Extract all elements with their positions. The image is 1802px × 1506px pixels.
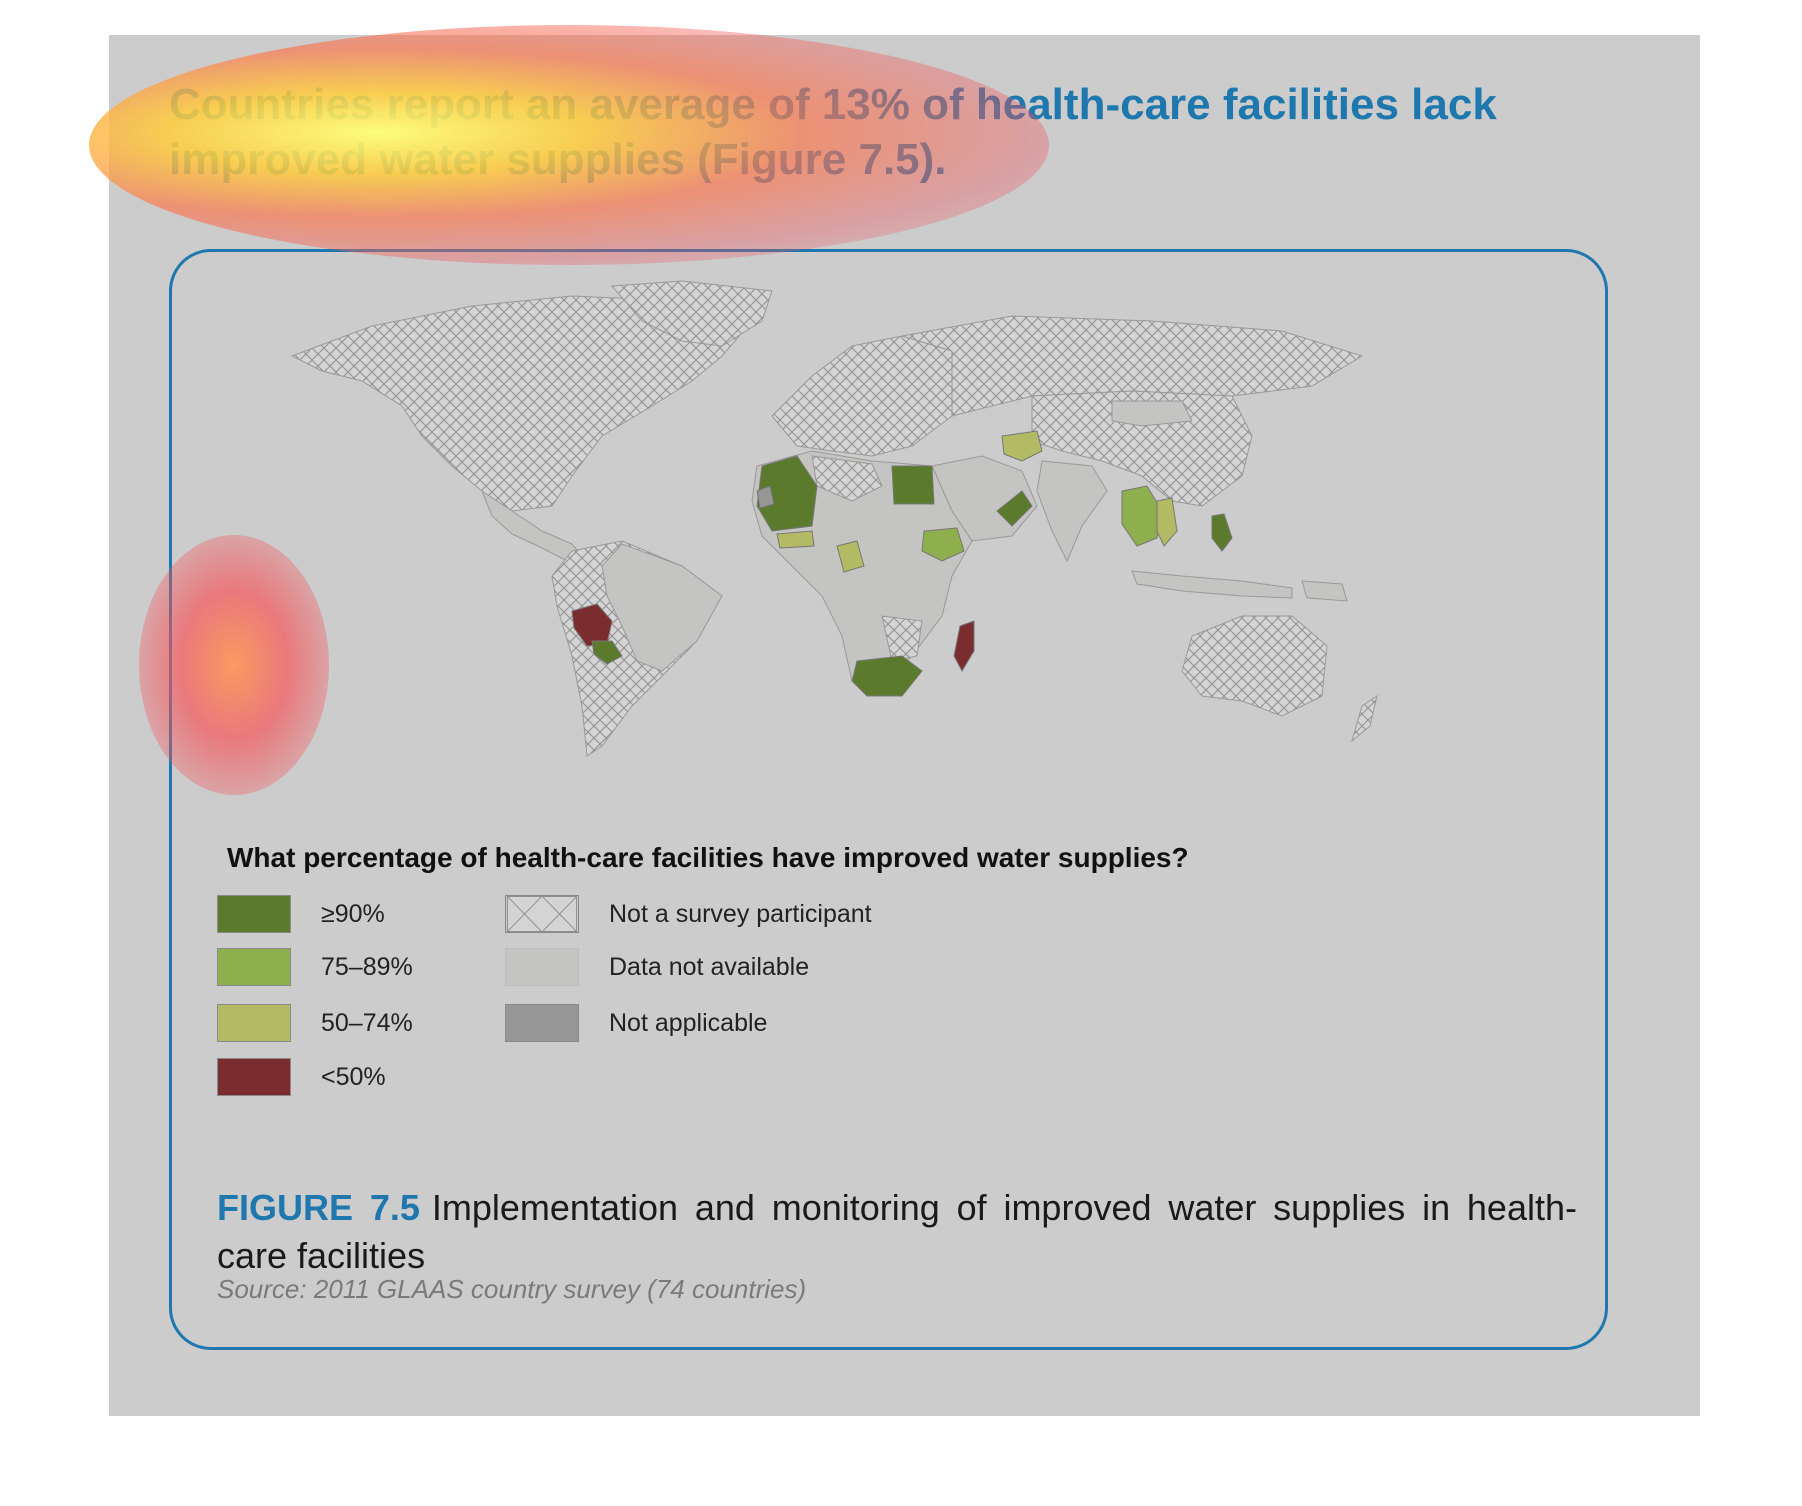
legend-label: Not a survey participant [609, 900, 872, 928]
greenland [610, 280, 773, 347]
afghanistan [1001, 430, 1043, 462]
legend-swatch-hatch [505, 895, 579, 933]
legend-swatch [217, 1004, 291, 1042]
china-asia [1031, 390, 1253, 507]
figure-panel: Countries report an average of 13% of he… [89, 25, 1700, 1416]
europe [771, 335, 953, 457]
indonesia [1131, 570, 1293, 599]
legend-label: 75–89% [321, 953, 413, 981]
madagascar [953, 620, 975, 673]
legend-swatch [505, 1004, 579, 1042]
legend-swatch [217, 895, 291, 933]
legend-label: <50% [321, 1063, 386, 1091]
legend-label: Not applicable [609, 1009, 768, 1037]
legend-swatch [217, 948, 291, 986]
new-zealand [1351, 694, 1378, 743]
legend-title: What percentage of health-care facilitie… [227, 842, 1189, 873]
world-map [290, 280, 1378, 757]
legend-swatch [217, 1058, 291, 1096]
southern-africa-hatch [881, 615, 923, 662]
south-africa [851, 655, 923, 697]
papua [1301, 580, 1348, 602]
figure-caption: FIGURE 7.5 Implementation and monitoring … [217, 1184, 1577, 1280]
oman-yemen [996, 490, 1033, 527]
russia [901, 315, 1364, 417]
vietnam-laos [1156, 497, 1178, 547]
figure-box: What percentage of health-care facilitie… [169, 249, 1608, 1350]
australia [1181, 615, 1328, 717]
ethiopia [921, 527, 965, 562]
western-sahara [756, 485, 775, 509]
headline: Countries report an average of 13% of he… [169, 80, 1497, 184]
nigeria-cameroon [836, 540, 865, 573]
north-america [290, 295, 753, 512]
southeast-asia [1121, 485, 1163, 547]
paraguay [591, 640, 623, 665]
figure-label: FIGURE 7.5 [217, 1187, 420, 1228]
morocco-mauritania [756, 455, 818, 532]
india [1036, 460, 1108, 563]
source-note: Source: 2011 GLAAS country survey (74 co… [217, 1274, 807, 1304]
mongolia [1111, 400, 1193, 427]
brazil [601, 543, 723, 672]
caption-text: Implementation and monitoring of improve… [217, 1187, 1577, 1276]
philippines [1211, 513, 1233, 552]
west-africa [776, 530, 815, 549]
egypt [891, 465, 935, 505]
north-africa-hatch [811, 455, 883, 502]
legend-swatch [505, 948, 579, 986]
legend-label: 50–74% [321, 1009, 413, 1037]
legend-label: ≥90% [321, 900, 385, 928]
legend-label: Data not available [609, 953, 810, 981]
